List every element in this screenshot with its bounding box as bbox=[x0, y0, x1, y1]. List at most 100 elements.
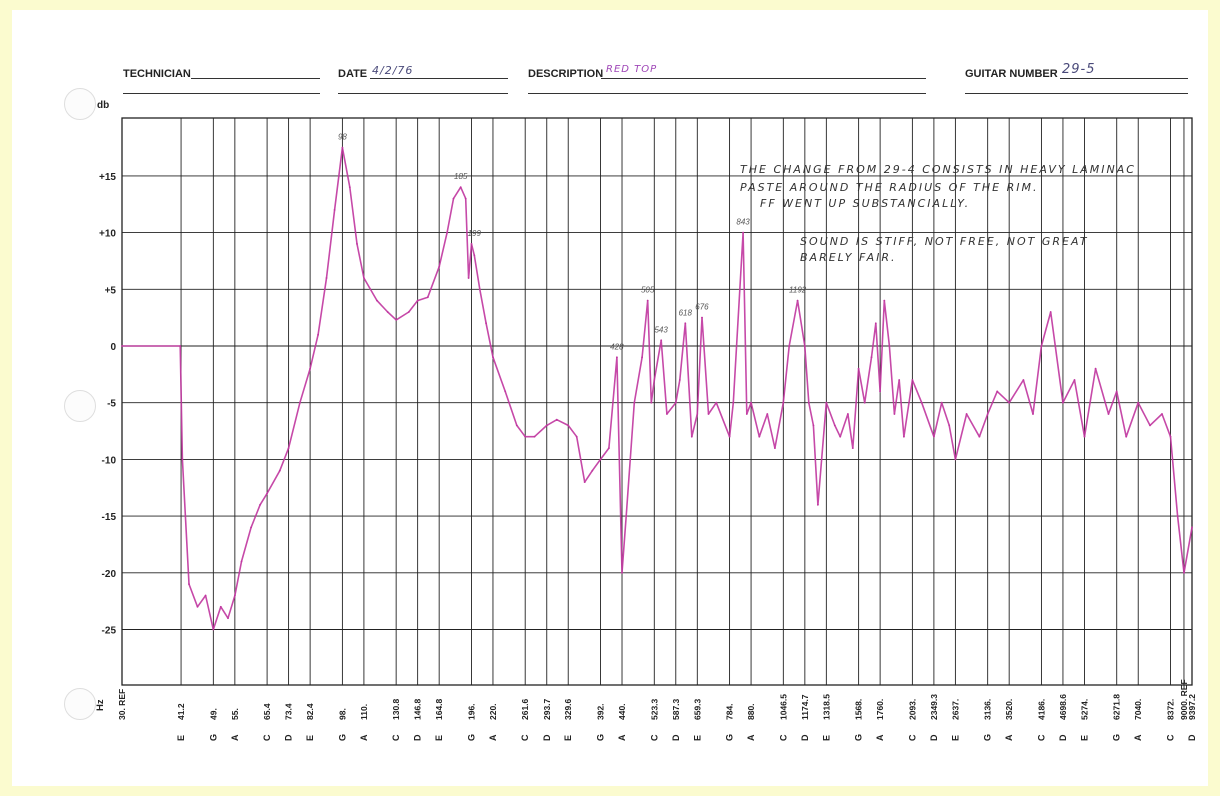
peak-label: 843 bbox=[736, 218, 750, 227]
x-tick-frequency: 329.6 bbox=[563, 698, 573, 720]
x-tick-frequency: 55. bbox=[230, 708, 240, 720]
peak-label: 428 bbox=[610, 342, 624, 351]
x-tick-note: C bbox=[1036, 734, 1046, 741]
axis-labels: +15 +10 +5 0 -5 -10 -15 -20 -25 db 30. REF 41.2 E 49.… bbox=[95, 100, 1197, 741]
trace-point bbox=[883, 299, 886, 302]
trace-point bbox=[1149, 424, 1151, 427]
response-trace bbox=[121, 146, 1193, 631]
trace-point bbox=[459, 186, 462, 189]
technician-line bbox=[191, 78, 320, 79]
trace-point bbox=[758, 435, 761, 438]
x-tick-note: D bbox=[1058, 734, 1068, 741]
trace-point bbox=[1040, 345, 1043, 347]
trace-point bbox=[660, 339, 663, 342]
trace-point bbox=[438, 265, 441, 268]
trace-point bbox=[555, 418, 558, 421]
trace-point bbox=[278, 469, 281, 472]
description-value: RED TOP bbox=[606, 64, 658, 75]
x-tick-note: C bbox=[778, 734, 788, 741]
trace-point bbox=[259, 503, 261, 506]
trace-point bbox=[788, 345, 791, 347]
x-tick-frequency: 30. REF bbox=[117, 689, 127, 720]
trace-point bbox=[196, 605, 199, 608]
x-tick-frequency: 2093. bbox=[907, 699, 917, 720]
x-tick-note: D bbox=[284, 734, 294, 741]
trace-point bbox=[678, 379, 681, 381]
x-tick-note: E bbox=[176, 735, 186, 741]
trace-point bbox=[407, 311, 410, 313]
x-tick-note: G bbox=[1112, 734, 1122, 741]
x-tick-frequency: 9397.2 bbox=[1187, 694, 1197, 720]
x-tick-frequency: 523.3 bbox=[649, 698, 659, 720]
x-tick-frequency: 6271.8 bbox=[1112, 694, 1122, 720]
x-tick-note: G bbox=[337, 734, 347, 741]
trace-point bbox=[745, 413, 748, 415]
trace-point bbox=[266, 492, 268, 495]
x-tick-note: D bbox=[671, 734, 681, 741]
trace-point bbox=[948, 424, 951, 427]
punch-hole bbox=[64, 688, 96, 720]
trace-point bbox=[825, 401, 828, 404]
trace-point bbox=[250, 526, 253, 529]
x-tick-frequency: 1760. bbox=[875, 699, 885, 720]
trace-point bbox=[376, 299, 378, 302]
x-tick-note: C bbox=[520, 734, 530, 741]
x-tick-note: G bbox=[466, 734, 476, 741]
guitar-number-line-2 bbox=[965, 93, 1188, 94]
note-line: PASTE AROUND THE RADIUS OF THE RIM. bbox=[740, 181, 1039, 194]
trace-point bbox=[911, 379, 914, 381]
trace-point bbox=[188, 583, 190, 585]
x-tick-frequency: 5274. bbox=[1079, 699, 1089, 720]
description-line-2 bbox=[528, 93, 926, 94]
x-tick-note: E bbox=[1079, 735, 1089, 741]
trace-point bbox=[650, 401, 653, 404]
x-tick-frequency: 110. bbox=[359, 704, 369, 720]
date-label: DATE bbox=[338, 68, 368, 80]
trace-point bbox=[857, 367, 860, 370]
trace-point bbox=[121, 345, 123, 347]
y-tick-label: +15 bbox=[99, 172, 116, 183]
x-tick-frequency: 196. bbox=[466, 703, 476, 720]
trace-point bbox=[386, 311, 389, 313]
guitar-number-line bbox=[1060, 78, 1188, 79]
x-tick-note: A bbox=[359, 734, 369, 741]
trace-point bbox=[575, 435, 578, 438]
x-tick-frequency: 8372. bbox=[1165, 699, 1175, 720]
trace-point bbox=[478, 288, 481, 291]
x-tick-note: D bbox=[413, 734, 423, 741]
x-tick-frequency: 587.3 bbox=[671, 698, 681, 720]
trace-point bbox=[348, 186, 351, 189]
x-tick-note: D bbox=[542, 734, 552, 741]
x-tick-note: C bbox=[262, 734, 272, 741]
x-tick-frequency: 65.4 bbox=[262, 703, 272, 720]
x-tick-note: A bbox=[488, 734, 498, 741]
peak-label: 1192 bbox=[789, 286, 807, 295]
trace-point bbox=[299, 401, 301, 404]
x-tick-frequency: 1174.7 bbox=[800, 694, 810, 720]
trace-point bbox=[696, 413, 699, 415]
trace-point bbox=[533, 435, 536, 438]
y-tick-label: -10 bbox=[102, 455, 117, 466]
technician-label: TECHNICIAN bbox=[123, 68, 191, 80]
trace-point bbox=[839, 435, 842, 438]
trace-point bbox=[715, 401, 718, 404]
x-tick-frequency: 440. bbox=[617, 703, 627, 720]
trace-point bbox=[954, 458, 957, 461]
trace-point bbox=[341, 146, 344, 149]
trace-point bbox=[212, 628, 215, 631]
trace-point bbox=[1062, 401, 1064, 404]
trace-point bbox=[446, 231, 448, 234]
x-tick-frequency: 1568. bbox=[854, 699, 864, 720]
peak-label: 185 bbox=[454, 172, 468, 181]
peak-label: 505 bbox=[641, 286, 655, 295]
trace-point bbox=[1183, 571, 1185, 574]
trace-point bbox=[701, 316, 703, 319]
peak-label: 98 bbox=[338, 133, 347, 142]
trace-point bbox=[492, 356, 494, 359]
trace-point bbox=[473, 254, 476, 257]
x-tick-frequency: 4698.6 bbox=[1058, 694, 1068, 720]
x-tick-note: D bbox=[929, 734, 939, 741]
trace-point bbox=[179, 345, 182, 347]
x-tick-frequency: 49. bbox=[208, 708, 218, 720]
trace-point bbox=[732, 401, 735, 404]
